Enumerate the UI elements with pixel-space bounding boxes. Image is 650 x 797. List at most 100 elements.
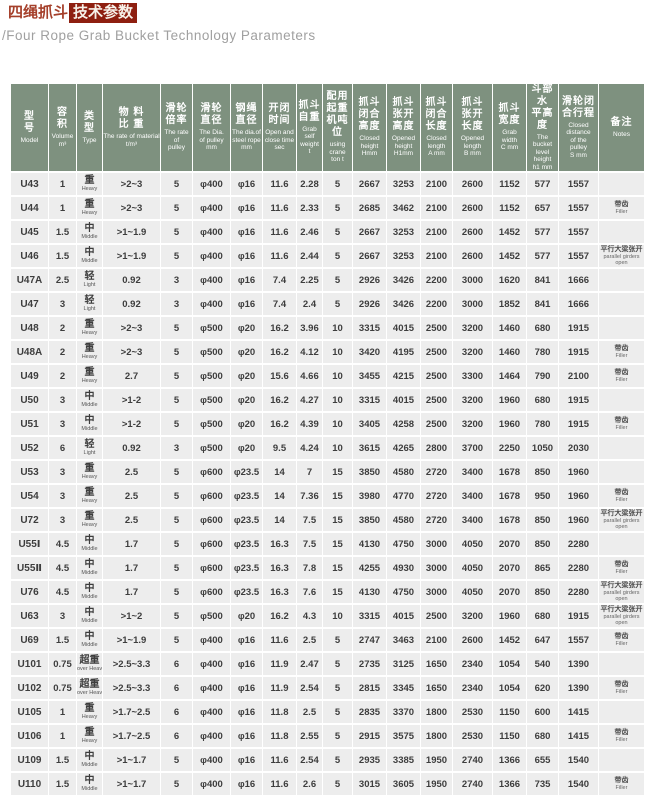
note-label-en: Filler	[615, 497, 628, 504]
cell-grab-width: 1054	[493, 653, 526, 676]
note-label-en: parallel girders open	[603, 254, 640, 267]
cell-crane-ton: 5	[323, 173, 352, 196]
header-label-en: using crane ton t	[329, 141, 346, 164]
type-label-en: Light	[83, 282, 96, 289]
cell-crane-ton: 15	[323, 581, 352, 604]
cell-opened-height: 3253	[387, 245, 420, 268]
cell-type: 重 Heavy	[77, 197, 102, 220]
cell-grab-width: 1678	[493, 485, 526, 508]
cell-grab-width: 1678	[493, 509, 526, 532]
cell-opened-height: 3385	[387, 749, 420, 772]
cell-pulley-dia: φ600	[193, 581, 230, 604]
cell-self-weight: 4.12	[297, 341, 322, 364]
cell-type: 轻 Light	[77, 269, 102, 292]
cell-pulley-stroke: 1540	[559, 749, 598, 772]
note-label-en: Filler	[615, 377, 628, 384]
column-header-opened-length: 抓斗 张开 长度 Opened length B mm	[453, 84, 492, 172]
cell-model: U106	[11, 725, 48, 748]
column-header-open-close-time: 开闭 时间 Open and close time sec	[263, 84, 296, 172]
cell-pulley-rate: 5	[161, 245, 192, 268]
cell-opened-height: 3462	[387, 197, 420, 220]
cell-volume: 3	[49, 461, 76, 484]
cell-material-rate: 0.92	[103, 437, 160, 460]
column-header-volume: 容 积 Volume m³	[49, 84, 76, 172]
table-row: U105 1 重 Heavy >1.7~2.5 6 φ400 φ16 11.8 2.5 5 2835 3…	[11, 701, 644, 724]
cell-model: U72	[11, 509, 48, 532]
column-header-model: 型 号 Model	[11, 84, 48, 172]
cell-closed-height: 2926	[353, 269, 386, 292]
cell-closed-height: 2735	[353, 653, 386, 676]
cell-bucket-level-height: 850	[527, 509, 558, 532]
cell-pulley-stroke: 1915	[559, 317, 598, 340]
cell-pulley-dia: φ400	[193, 629, 230, 652]
cell-open-close-time: 11.9	[263, 653, 296, 676]
cell-self-weight: 7.5	[297, 509, 322, 532]
type-label-zh: 中	[84, 223, 95, 235]
note-label-en: Filler	[615, 353, 628, 360]
title-zh-highlight: 技术参数	[69, 3, 138, 23]
note-label-en: parallel girders open	[603, 518, 640, 531]
header-label-zh: 滑轮 直径	[200, 103, 223, 127]
column-header-opened-height: 抓斗 张开 高度 Opened height H1mm	[387, 84, 420, 172]
cell-model: U51	[11, 413, 48, 436]
cell-pulley-stroke: 2030	[559, 437, 598, 460]
cell-rope-dia: φ16	[231, 221, 262, 244]
cell-open-close-time: 14	[263, 509, 296, 532]
cell-type: 重 Heavy	[77, 509, 102, 532]
cell-opened-height: 4215	[387, 365, 420, 388]
cell-material-rate: >2.5~3.3	[103, 677, 160, 700]
cell-pulley-stroke: 1415	[559, 701, 598, 724]
header-label-en: The rate of material t/m³	[103, 133, 160, 148]
cell-closed-length: 2720	[421, 509, 452, 532]
cell-rope-dia: φ16	[231, 701, 262, 724]
cell-closed-height: 3850	[353, 461, 386, 484]
cell-notes: 带齿 Filler	[599, 413, 644, 436]
cell-open-close-time: 15.6	[263, 365, 296, 388]
cell-pulley-stroke: 1915	[559, 389, 598, 412]
cell-pulley-stroke: 1390	[559, 653, 598, 676]
cell-material-rate: >1~1.9	[103, 629, 160, 652]
header-label-zh: 配用 起重 机吨 位	[326, 91, 349, 139]
cell-rope-dia: φ23.5	[231, 533, 262, 556]
cell-pulley-dia: φ600	[193, 533, 230, 556]
type-label-zh: 重	[84, 175, 95, 187]
cell-bucket-level-height: 657	[527, 197, 558, 220]
cell-model: U101	[11, 653, 48, 676]
cell-model: U52	[11, 437, 48, 460]
cell-pulley-stroke: 2280	[559, 533, 598, 556]
cell-closed-length: 2720	[421, 485, 452, 508]
table-row: U69 1.5 中 Middle >1~1.9 5 φ400 φ16 11.6 2.5 5 2747 3…	[11, 629, 644, 652]
cell-grab-width: 1452	[493, 221, 526, 244]
type-label-en: Heavy	[81, 738, 98, 745]
cell-volume: 2	[49, 365, 76, 388]
cell-volume: 1	[49, 725, 76, 748]
cell-rope-dia: φ20	[231, 317, 262, 340]
cell-pulley-dia: φ600	[193, 509, 230, 532]
cell-model: U55Ⅱ	[11, 557, 48, 580]
note-label-zh: 带齿	[614, 681, 629, 689]
cell-crane-ton: 5	[323, 245, 352, 268]
cell-notes: 带齿 Filler	[599, 773, 644, 796]
cell-closed-height: 3980	[353, 485, 386, 508]
type-label-en: Middle	[81, 594, 98, 601]
cell-pulley-dia: φ400	[193, 653, 230, 676]
cell-opened-height: 4750	[387, 581, 420, 604]
cell-opened-height: 3345	[387, 677, 420, 700]
cell-type: 中 Middle	[77, 389, 102, 412]
cell-material-rate: >1.7~2.5	[103, 701, 160, 724]
cell-opened-length: 2530	[453, 701, 492, 724]
cell-pulley-dia: φ500	[193, 605, 230, 628]
cell-pulley-rate: 5	[161, 365, 192, 388]
column-header-pulley-stroke: 滑轮闭 合行程 Closed distance of the pulley S m…	[559, 84, 598, 172]
cell-closed-height: 2667	[353, 245, 386, 268]
cell-self-weight: 2.33	[297, 197, 322, 220]
cell-crane-ton: 15	[323, 533, 352, 556]
cell-volume: 1.5	[49, 773, 76, 796]
cell-material-rate: 2.5	[103, 485, 160, 508]
table-row: U46 1.5 中 Middle >1~1.9 5 φ400 φ16 11.6 2.44 5 2667…	[11, 245, 644, 268]
cell-closed-height: 4255	[353, 557, 386, 580]
cell-type: 重 Heavy	[77, 701, 102, 724]
cell-model: U48A	[11, 341, 48, 364]
header-label-en: Notes	[613, 130, 630, 138]
cell-closed-height: 2667	[353, 173, 386, 196]
